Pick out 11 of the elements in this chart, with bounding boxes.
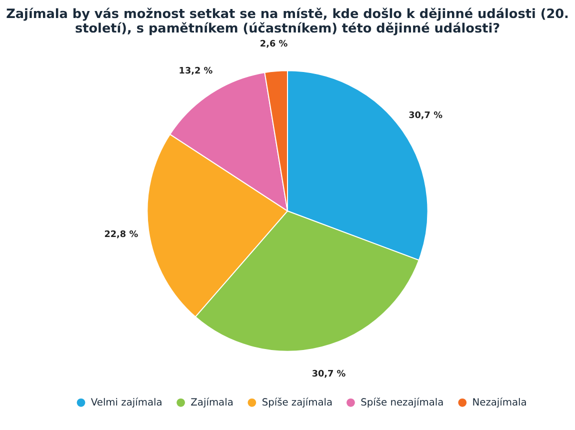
legend-label: Spíše zajímala (262, 398, 333, 409)
legend-label: Zajímala (190, 398, 234, 409)
legend-label: Velmi zajímala (90, 398, 162, 409)
chart-title: Zajímala by vás možnost setkat se na místě, kde došlo k dějinné události (20. století), s pamětníkem (účastníkem) této dějinné události? (6, 6, 569, 37)
data-label: 30,7 % (408, 111, 443, 122)
data-label: 2,6 % (260, 40, 288, 50)
legend-label: Nezajímala (472, 398, 527, 409)
legend-label: Spíše nezajímala (360, 398, 444, 409)
data-label: 22,8 % (104, 230, 138, 240)
data-label: 30,7 % (312, 370, 346, 380)
data-label: 13,2 % (178, 66, 213, 76)
